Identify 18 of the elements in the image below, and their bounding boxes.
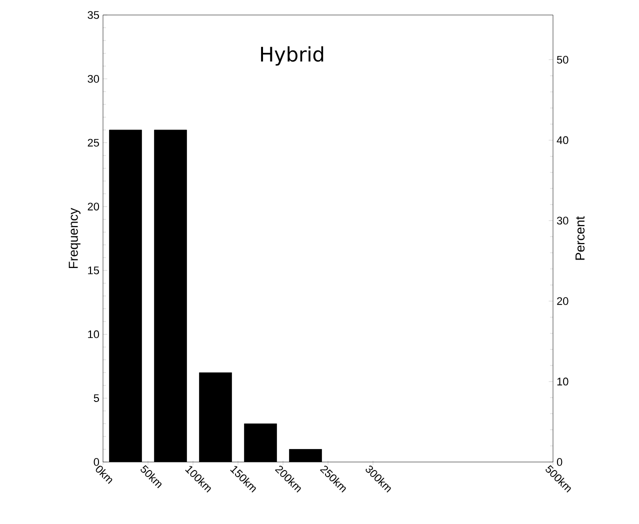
y2-tick-label: 20 xyxy=(557,297,568,305)
y2-tick-label: 0 xyxy=(556,458,562,466)
y2-tick-label: 10 xyxy=(557,378,568,386)
x-tick-label: 0km xyxy=(96,466,112,484)
y-tick-label: 30 xyxy=(88,74,100,83)
y-tick-label: 20 xyxy=(88,202,100,210)
y2-axis-title: Percent xyxy=(576,216,585,260)
y2-tick-label: 50 xyxy=(556,56,568,64)
y-tick-label: 15 xyxy=(88,266,100,274)
y-tick-label: 5 xyxy=(94,394,100,402)
y-tick-label: 25 xyxy=(88,138,100,147)
y-tick-label: 0 xyxy=(94,458,100,466)
y2-tick-label: 40 xyxy=(556,136,568,144)
y-axis-title: Frequency xyxy=(68,208,80,268)
y-tick-label: 35 xyxy=(88,11,100,19)
text: Hybrid xyxy=(261,46,324,66)
y-tick-label: 10 xyxy=(88,330,100,338)
y2-tick-label: 30 xyxy=(556,216,568,225)
